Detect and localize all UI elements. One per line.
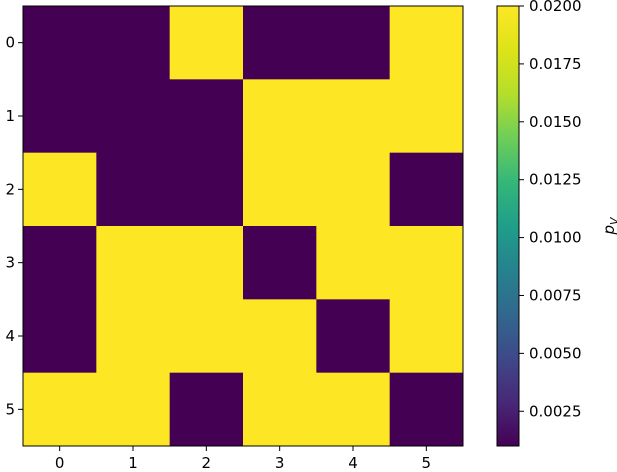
colorbar-tick-label: 0.0125 (529, 171, 582, 189)
x-tick-label: 0 (55, 454, 65, 472)
heatmap-cell-r2-c3 (243, 152, 317, 227)
heatmap-cell-r4-c4 (316, 299, 391, 374)
x-tick-label: 4 (348, 454, 358, 472)
heatmap-cell-r5-c1 (96, 372, 171, 447)
x-tick-label: 1 (128, 454, 138, 472)
y-tick-label: 0 (5, 34, 15, 52)
heatmap-cell-r2-c1 (96, 152, 171, 227)
heatmap-cell-r1-c1 (96, 79, 171, 154)
heatmap-cell-r1-c2 (169, 79, 244, 154)
colorbar-tick-label: 0.0175 (529, 55, 582, 73)
heatmap-cell-r1-c0 (23, 79, 97, 154)
heatmap-cell-r0-c1 (96, 6, 171, 80)
colorbar-label: pV (600, 216, 617, 236)
heatmap-cell-r5-c3 (243, 372, 317, 447)
heatmap-cell-r3-c4 (316, 226, 391, 300)
heatmap-cell-r3-c0 (23, 226, 97, 300)
x-tick-label: 3 (275, 454, 285, 472)
heatmap-cell-r4-c3 (243, 299, 317, 374)
y-tick-label: 5 (5, 400, 15, 418)
heatmap-cell-r3-c3 (243, 226, 317, 300)
y-tick-label: 3 (5, 254, 15, 272)
x-axis: 0 1 2 3 4 5 (55, 446, 431, 472)
heatmap-cell-r1-c3 (243, 79, 317, 154)
heatmap-cell-r5-c0 (23, 372, 97, 447)
x-tick-label: 5 (422, 454, 432, 472)
colorbar (496, 5, 520, 447)
heatmap-cell-r4-c1 (96, 299, 171, 374)
y-axis: 0 1 2 3 4 5 (5, 34, 23, 418)
heatmap-cell-r2-c0 (23, 152, 97, 227)
heatmap-cell-r2-c2 (169, 152, 244, 227)
colorbar-tick-label: 0.0150 (529, 113, 582, 131)
heatmap-cell-r0-c4 (316, 6, 391, 80)
y-tick-label: 2 (5, 180, 15, 198)
heatmap-cell-r5-c2 (169, 372, 244, 447)
colorbar-tick-label: 0.0075 (529, 286, 582, 304)
colorbar-tick-label: 0.0025 (529, 402, 582, 420)
heatmap-cell-r2-c5 (389, 152, 464, 227)
heatmap-cell-r0-c2 (169, 6, 244, 80)
heatmap-cell-r3-c1 (96, 226, 171, 300)
y-tick-label: 1 (5, 107, 15, 125)
heatmap-cells (23, 6, 464, 447)
heatmap-cell-r3-c2 (169, 226, 244, 300)
heatmap-cell-r4-c5 (389, 299, 464, 374)
heatmap-cell-r1-c5 (389, 79, 464, 154)
heatmap-cell-r0-c5 (389, 6, 464, 80)
colorbar-tick-label: 0.0050 (529, 344, 582, 362)
heatmap-cell-r1-c4 (316, 79, 391, 154)
heatmap-cell-r0-c3 (243, 6, 317, 80)
heatmap-cell-r4-c2 (169, 299, 244, 374)
colorbar-tick-label: 0.0100 (529, 229, 582, 247)
colorbar-tick-label: 0.0200 (529, 0, 582, 15)
heatmap-cell-r2-c4 (316, 152, 391, 227)
plot-frame (22, 5, 464, 447)
heatmap-cell-r3-c5 (389, 226, 464, 300)
heatmap-cell-r5-c5 (389, 372, 464, 447)
y-tick-label: 4 (5, 327, 15, 345)
x-tick-label: 2 (202, 454, 212, 472)
colorbar-ticks: 0.0025 0.0050 0.0075 0.0100 0.0125 0.0150 0.01… (519, 0, 582, 420)
heatmap-cell-r4-c0 (23, 299, 97, 374)
heatmap-cell-r0-c0 (23, 6, 97, 80)
heatmap-cell-r5-c4 (316, 372, 391, 447)
